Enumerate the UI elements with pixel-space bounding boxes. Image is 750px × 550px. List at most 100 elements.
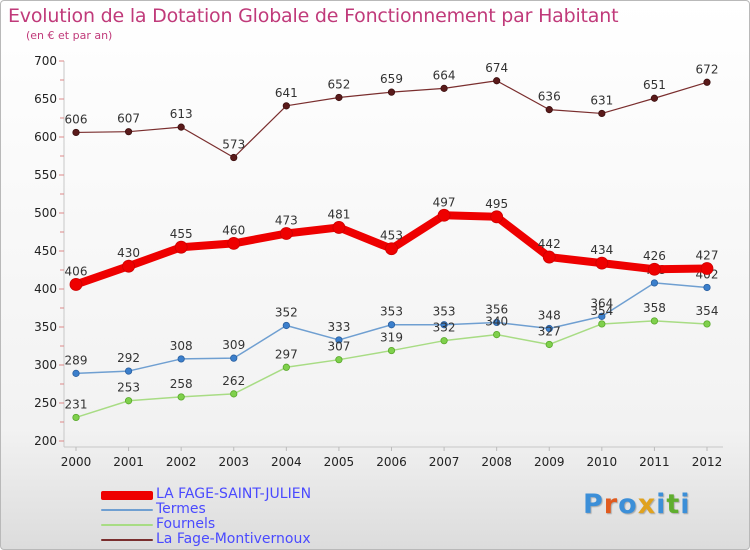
y-tick-label: 200: [34, 434, 57, 448]
data-point: [282, 102, 290, 110]
data-point: [598, 312, 606, 320]
data-label: 358: [643, 301, 666, 315]
data-point: [177, 393, 185, 401]
data-point: [335, 336, 343, 344]
data-point: [332, 221, 346, 234]
data-label: 262: [222, 374, 245, 388]
data-point: [72, 369, 80, 377]
data-label: 231: [65, 397, 88, 411]
y-tick-label: 700: [34, 54, 57, 68]
data-point: [440, 84, 448, 92]
data-point: [542, 250, 556, 264]
logo-letter: x: [637, 489, 657, 520]
data-label: 353: [380, 305, 403, 319]
data-point: [72, 413, 80, 422]
legend-label: Fournels: [156, 516, 216, 532]
data-label: 664: [433, 68, 456, 82]
data-point: [230, 153, 238, 162]
x-tick-label: 2011: [639, 455, 670, 469]
data-label: 631: [590, 93, 613, 107]
data-point: [335, 356, 343, 364]
data-point: [545, 324, 553, 333]
data-label: 309: [222, 338, 245, 352]
data-point: [230, 354, 238, 362]
data-label: 307: [327, 340, 350, 354]
data-point: [124, 367, 133, 375]
data-point: [387, 321, 396, 329]
data-point: [545, 106, 553, 114]
data-label: 340: [485, 315, 508, 329]
data-label: 333: [327, 320, 350, 334]
data-label: 352: [275, 305, 298, 319]
legend-label: La Fage-Montivernoux: [156, 531, 311, 547]
data-label: 292: [117, 351, 140, 365]
data-label: 319: [380, 331, 403, 345]
data-label: 652: [327, 77, 350, 91]
data-label: 672: [696, 62, 719, 76]
data-label: 434: [590, 243, 613, 257]
data-label: 406: [65, 264, 88, 278]
data-point: [177, 355, 185, 363]
data-point: [124, 397, 133, 405]
data-label: 651: [643, 78, 666, 92]
data-point: [493, 318, 501, 327]
data-label: 481: [327, 207, 350, 221]
data-label: 332: [433, 321, 456, 335]
data-point: [387, 346, 396, 355]
data-label: 674: [485, 61, 508, 75]
data-label: 636: [538, 90, 561, 104]
chart-title: Evolution de la Dotation Globale de Fonc…: [8, 5, 619, 27]
logo-letter: i: [656, 489, 667, 520]
data-point: [282, 321, 290, 330]
data-point: [177, 123, 185, 131]
logo-letter: P: [583, 489, 604, 520]
legend-swatch: [101, 509, 153, 511]
data-label: 495: [485, 197, 508, 211]
chart-subtitle: (en € et par an): [26, 29, 113, 42]
data-point: [72, 128, 80, 137]
data-label: 353: [433, 305, 456, 319]
data-label: 289: [65, 353, 88, 367]
x-tick-label: 2007: [429, 455, 460, 469]
data-point: [493, 77, 501, 85]
data-label: 354: [590, 304, 613, 318]
data-label: 430: [117, 246, 140, 260]
data-label: 327: [538, 324, 561, 338]
data-point: [385, 242, 398, 256]
x-tick-label: 2010: [587, 455, 618, 469]
data-point: [650, 94, 659, 102]
data-label: 641: [275, 86, 298, 100]
x-tick-label: 2000: [61, 455, 92, 469]
data-point: [230, 390, 238, 398]
logo-letter: i: [680, 489, 691, 520]
x-tick-label: 2003: [218, 455, 249, 469]
data-label: 426: [643, 249, 666, 263]
data-point: [440, 321, 448, 329]
data-label: 348: [538, 309, 561, 323]
data-label: 460: [222, 223, 245, 237]
data-label: 497: [433, 195, 456, 209]
data-point: [493, 330, 501, 339]
data-label: 253: [117, 381, 140, 395]
data-label: 442: [538, 237, 561, 251]
data-point: [700, 262, 714, 275]
data-point: [437, 208, 451, 222]
logo-letter: t: [666, 489, 681, 520]
data-point: [122, 259, 135, 273]
data-label: 297: [275, 347, 298, 361]
data-label: 453: [380, 229, 403, 243]
data-point: [282, 363, 290, 371]
data-point: [598, 109, 606, 118]
data-label: 364: [590, 296, 613, 310]
data-point: [545, 340, 553, 349]
logo-letter: o: [618, 489, 638, 520]
data-point: [174, 240, 188, 254]
data-point: [335, 93, 343, 102]
legend-label: Termes: [156, 501, 206, 517]
x-tick-label: 2009: [534, 455, 565, 469]
data-label: 473: [275, 214, 298, 228]
data-label: 427: [696, 248, 719, 262]
data-point: [387, 88, 396, 96]
